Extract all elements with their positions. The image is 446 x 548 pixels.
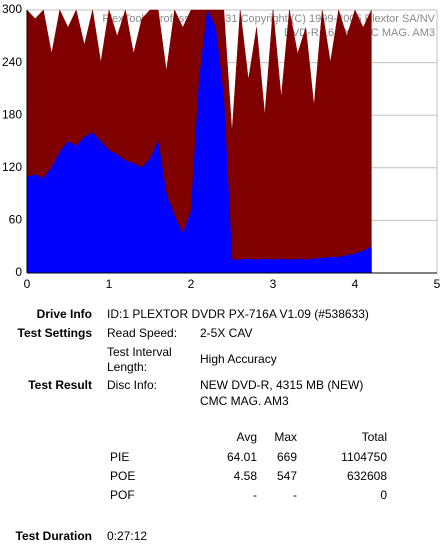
- value: NEW DVD-R, 4315 MB (NEW): [200, 378, 363, 392]
- label: Test Interval: [107, 345, 172, 359]
- cell: 632608: [347, 469, 387, 483]
- area: [26, 9, 372, 274]
- y-tick-label: 300: [2, 2, 22, 16]
- y-tick-label: 240: [2, 55, 22, 69]
- value: CMC MAG. AM3: [200, 394, 289, 408]
- column-header: Total: [362, 430, 387, 444]
- row-label: POE: [110, 469, 135, 483]
- row-label: POF: [110, 488, 135, 502]
- label: Length:: [107, 360, 147, 374]
- cell: 547: [277, 469, 297, 483]
- label: Drive Info: [37, 307, 92, 321]
- cell: 1104750: [341, 450, 387, 464]
- label: Read Speed:: [107, 326, 177, 340]
- x-tick-label: 4: [352, 277, 359, 291]
- x-tick-label: 0: [24, 277, 31, 291]
- value: 2-5X CAV: [200, 326, 252, 340]
- label: Test Duration: [16, 529, 92, 543]
- cell: -: [293, 488, 297, 502]
- x-tick-label: 2: [188, 277, 195, 291]
- cell: 4.58: [234, 469, 258, 483]
- cell: 669: [277, 450, 297, 464]
- y-tick-label: 180: [2, 107, 22, 121]
- cell: 64.01: [227, 450, 257, 464]
- cell: 0: [380, 488, 387, 502]
- column-header: Max: [274, 430, 297, 444]
- x-tick-label: 5: [434, 277, 441, 291]
- value: High Accuracy: [200, 352, 277, 366]
- label: Test Result: [28, 378, 92, 392]
- label: Test Settings: [18, 326, 93, 340]
- y-tick-label: 60: [9, 213, 23, 227]
- x-tick-label: 3: [270, 277, 277, 291]
- cell: -: [253, 488, 257, 502]
- value: 0:27:12: [107, 529, 147, 543]
- x-tick-label: 1: [106, 277, 113, 291]
- row-label: PIE: [110, 450, 129, 464]
- y-tick-label: 0: [15, 265, 22, 279]
- y-tick-label: 120: [2, 160, 22, 174]
- value: ID:1 PLEXTOR DVDR PX-716A V1.09 (#538633…: [107, 307, 369, 321]
- column-header: Avg: [237, 430, 257, 444]
- label: Disc Info:: [107, 378, 157, 392]
